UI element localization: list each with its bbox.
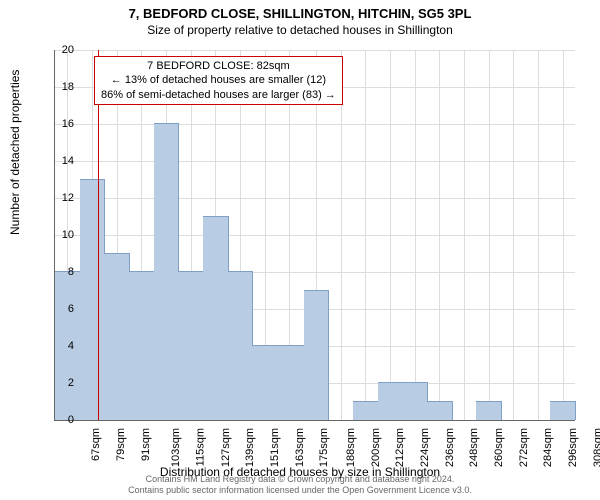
histogram-bar (378, 382, 404, 420)
gridline-h (55, 124, 575, 125)
y-tick-label: 10 (62, 229, 74, 241)
y-tick-label: 8 (68, 266, 74, 278)
histogram-bar (427, 401, 453, 421)
histogram-bar (353, 401, 379, 421)
histogram-bar (154, 123, 180, 420)
footer-line2: Contains public sector information licen… (0, 485, 600, 496)
y-tick-label: 12 (62, 192, 74, 204)
gridline-v (538, 50, 539, 420)
gridline-v (390, 50, 391, 420)
plot-area (54, 50, 575, 421)
y-tick-label: 6 (68, 303, 74, 315)
x-tick-label: 296sqm (567, 428, 579, 467)
x-tick-label: 163sqm (294, 428, 306, 467)
chart-area: 7 BEDFORD CLOSE: 82sqm ← 13% of detached… (54, 50, 574, 420)
y-tick-label: 4 (68, 340, 74, 352)
x-tick-label: 175sqm (318, 428, 330, 467)
y-axis-label: Number of detached properties (8, 70, 22, 235)
histogram-bar (228, 271, 254, 420)
x-tick-label: 139sqm (244, 428, 256, 467)
histogram-bar (80, 179, 106, 421)
y-tick-label: 2 (68, 377, 74, 389)
callout-line3: 86% of semi-detached houses are larger (… (101, 88, 336, 102)
x-tick-label: 200sqm (370, 428, 382, 467)
x-tick-label: 212sqm (394, 428, 406, 467)
callout-box: 7 BEDFORD CLOSE: 82sqm ← 13% of detached… (94, 56, 343, 105)
x-tick-label: 248sqm (468, 428, 480, 467)
gridline-v (489, 50, 490, 420)
callout-line2: ← 13% of detached houses are smaller (12… (101, 73, 336, 87)
x-tick-label: 236sqm (444, 428, 456, 467)
reference-line (98, 50, 99, 420)
histogram-bar (277, 345, 305, 420)
gridline-v (464, 50, 465, 420)
page-title: 7, BEDFORD CLOSE, SHILLINGTON, HITCHIN, … (0, 0, 600, 21)
gridline-h (55, 50, 575, 51)
x-tick-label: 260sqm (493, 428, 505, 467)
histogram-bar (550, 401, 576, 421)
gridline-v (341, 50, 342, 420)
x-tick-label: 224sqm (419, 428, 431, 467)
footer-line1: Contains HM Land Registry data © Crown c… (0, 474, 600, 485)
histogram-bar (476, 401, 502, 421)
histogram-bar (252, 345, 278, 420)
gridline-v (439, 50, 440, 420)
y-tick-label: 0 (68, 414, 74, 426)
gridline-h (55, 161, 575, 162)
gridline-v (415, 50, 416, 420)
histogram-bar (402, 382, 428, 420)
footer: Contains HM Land Registry data © Crown c… (0, 474, 600, 496)
x-tick-label: 103sqm (170, 428, 182, 467)
histogram-bar (104, 253, 130, 421)
x-tick-label: 284sqm (542, 428, 554, 467)
x-tick-label: 127sqm (220, 428, 232, 467)
x-tick-label: 151sqm (269, 428, 281, 467)
x-tick-label: 67sqm (90, 428, 102, 461)
x-tick-label: 79sqm (115, 428, 127, 461)
histogram-bar (178, 271, 204, 420)
chart-container: 7, BEDFORD CLOSE, SHILLINGTON, HITCHIN, … (0, 0, 600, 500)
x-tick-label: 272sqm (518, 428, 530, 467)
gridline-h (55, 198, 575, 199)
x-tick-label: 91sqm (140, 428, 152, 461)
histogram-bar (129, 271, 155, 420)
gridline-v (513, 50, 514, 420)
gridline-h (55, 235, 575, 236)
gridline-v (365, 50, 366, 420)
y-tick-label: 18 (62, 81, 74, 93)
callout-line1: 7 BEDFORD CLOSE: 82sqm (101, 59, 336, 73)
x-tick-label: 115sqm (194, 428, 206, 466)
histogram-bar (203, 216, 229, 421)
y-tick-label: 20 (62, 44, 74, 56)
histogram-bar (304, 290, 330, 421)
y-tick-label: 14 (62, 155, 74, 167)
y-tick-label: 16 (62, 118, 74, 130)
gridline-v (563, 50, 564, 420)
chart-subtitle: Size of property relative to detached ho… (0, 21, 600, 37)
x-tick-label: 308sqm (592, 428, 600, 467)
x-tick-label: 188sqm (345, 428, 357, 467)
